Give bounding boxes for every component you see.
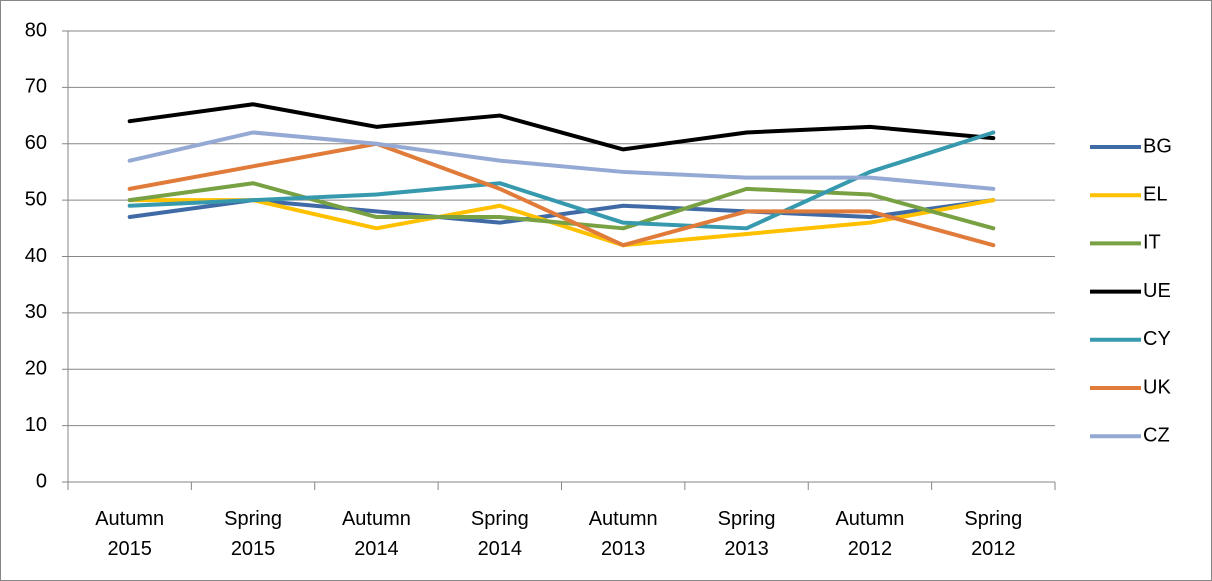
y-tick-label: 40 bbox=[25, 245, 47, 267]
x-tick-label: Spring 2012 bbox=[964, 508, 1022, 560]
legend-label: CY bbox=[1143, 328, 1171, 350]
x-tick-label: Spring 2013 bbox=[718, 508, 776, 560]
legend-label: UE bbox=[1143, 280, 1171, 302]
series-line bbox=[127, 130, 996, 231]
y-tick-label: 50 bbox=[25, 188, 47, 210]
x-tick-label: Autumn 2015 bbox=[95, 508, 164, 560]
series-line bbox=[127, 198, 996, 225]
x-tick-label: Spring 2015 bbox=[224, 508, 282, 560]
y-tick-label: 80 bbox=[25, 19, 47, 41]
legend-label: BG bbox=[1143, 135, 1172, 157]
series-line bbox=[127, 130, 996, 191]
legend-label: IT bbox=[1143, 232, 1161, 254]
x-tick-label: Spring 2014 bbox=[471, 508, 529, 560]
x-tick-label: Autumn 2013 bbox=[589, 508, 658, 560]
y-tick-label: 60 bbox=[25, 132, 47, 154]
x-tick-label: Autumn 2012 bbox=[835, 508, 904, 560]
y-tick-label: 0 bbox=[36, 470, 47, 492]
legend-label: UK bbox=[1143, 376, 1171, 398]
series-line bbox=[127, 198, 996, 248]
y-tick-label: 70 bbox=[25, 76, 47, 98]
series-line bbox=[127, 141, 996, 248]
x-tick-label: Autumn 2014 bbox=[342, 508, 411, 560]
y-tick-label: 10 bbox=[25, 414, 47, 436]
legend-label: CZ bbox=[1143, 424, 1170, 446]
series-line bbox=[127, 181, 996, 231]
y-tick-label: 20 bbox=[25, 358, 47, 380]
legend-label: EL bbox=[1143, 183, 1167, 205]
series-line bbox=[127, 102, 996, 152]
y-tick-label: 30 bbox=[25, 301, 47, 323]
